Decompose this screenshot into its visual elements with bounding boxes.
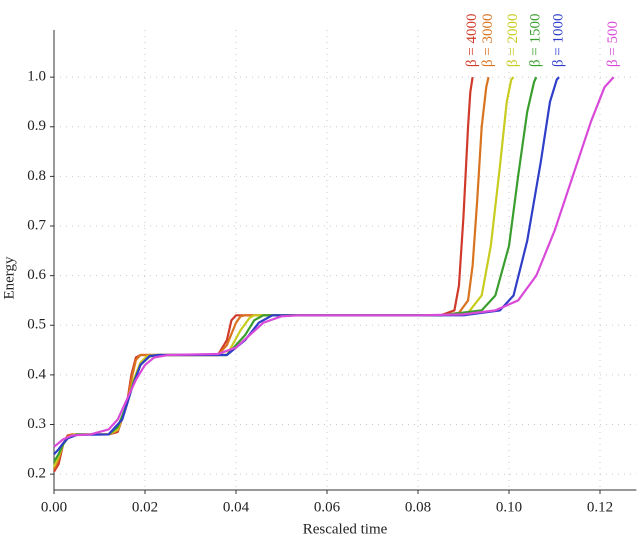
x-tick-label: 0.04 (223, 499, 250, 515)
series-label: β = 500 (605, 21, 621, 67)
x-axis-label: Rescaled time (303, 521, 388, 537)
series-label: β = 3000 (480, 14, 496, 68)
series-line (53, 76, 615, 448)
y-tick-label: 0.9 (27, 118, 46, 134)
y-tick-label: 0.7 (27, 217, 46, 233)
y-tick-label: 1.0 (27, 69, 46, 85)
y-tick-label: 0.6 (27, 267, 46, 283)
series-label: β = 1500 (528, 14, 544, 68)
y-tick-label: 0.3 (27, 416, 46, 432)
x-tick-label: 0.06 (314, 499, 341, 515)
x-tick-label: 0.08 (405, 499, 431, 515)
series-label: β = 2000 (505, 14, 521, 68)
x-tick-label: 0.02 (132, 499, 158, 515)
y-tick-label: 0.4 (27, 366, 46, 382)
y-tick-label: 0.8 (27, 168, 46, 184)
series-line (53, 76, 474, 473)
series-label: β = 4000 (464, 14, 480, 68)
y-axis-label: Energy (1, 256, 17, 300)
x-tick-label: 0.00 (41, 499, 67, 515)
x-tick-label: 0.12 (587, 499, 613, 515)
series-label: β = 1000 (550, 14, 566, 68)
series-line (52, 76, 490, 470)
y-tick-label: 0.2 (27, 466, 46, 482)
series-line (53, 76, 560, 456)
x-tick-label: 0.10 (496, 499, 522, 515)
y-tick-label: 0.5 (27, 317, 46, 333)
